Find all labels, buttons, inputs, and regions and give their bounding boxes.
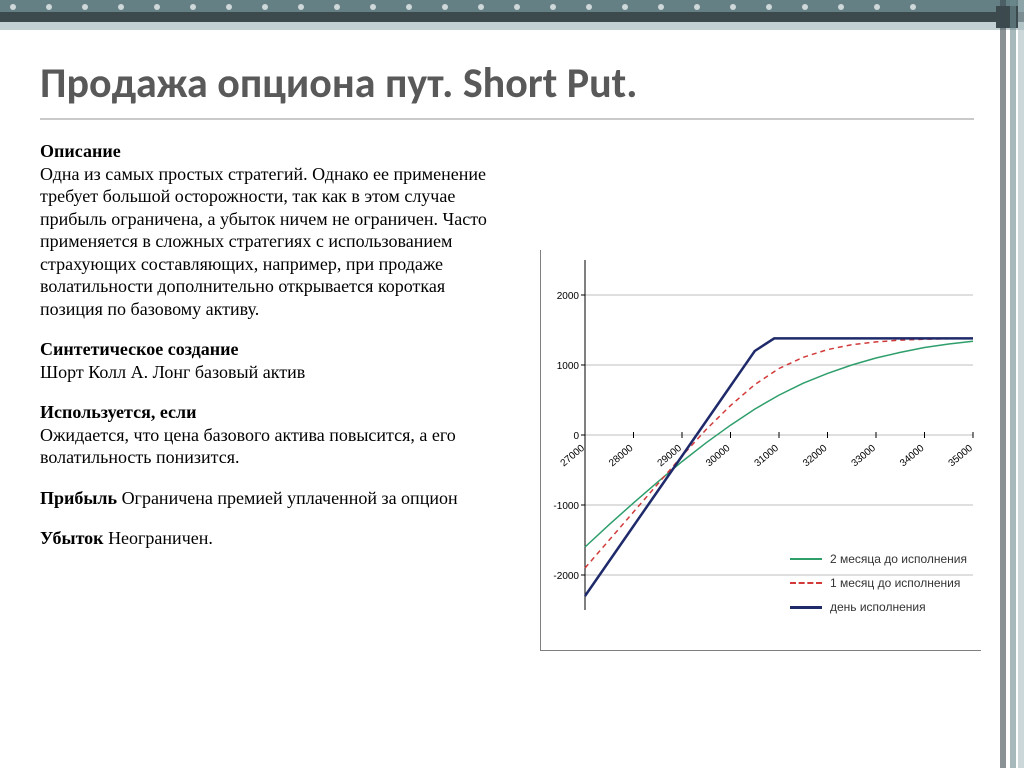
body-text: Описание Одна из самых простых стратегий… [40, 140, 500, 568]
chart-legend: 2 месяца до исполнения 1 месяц до исполн… [790, 542, 967, 624]
loss-heading: Убыток [40, 528, 104, 548]
svg-text:0: 0 [573, 431, 579, 442]
svg-text:29000: 29000 [656, 443, 685, 470]
title-rule [40, 118, 974, 120]
loss-text: Неограничен. [104, 528, 213, 548]
svg-text:1000: 1000 [557, 361, 580, 372]
desc-text: Одна из самых простых стратегий. Однако … [40, 164, 487, 319]
svg-text:-1000: -1000 [553, 501, 579, 512]
svg-text:32000: 32000 [801, 443, 830, 470]
payoff-chart: -2000 -1000 0 1000 2000 27000 28000 29000 30000 3… [540, 250, 981, 651]
top-border-decoration [0, 0, 1024, 38]
svg-text:28000: 28000 [607, 443, 636, 470]
svg-text:27000: 27000 [559, 443, 588, 470]
svg-text:31000: 31000 [753, 443, 782, 470]
legend-label: день исполнения [830, 600, 926, 614]
synth-heading: Синтетическое создание [40, 339, 239, 359]
svg-text:33000: 33000 [850, 443, 879, 470]
desc-heading: Описание [40, 141, 121, 161]
legend-item: день исполнения [790, 600, 967, 614]
profit-text: Ограничена премией уплаченной за опцион [117, 488, 458, 508]
use-text: Ожидается, что цена базового актива повы… [40, 425, 456, 468]
profit-heading: Прибыль [40, 488, 117, 508]
page-title: Продажа опциона пут. Short Put. [40, 58, 637, 109]
svg-text:-2000: -2000 [553, 571, 579, 582]
legend-label: 2 месяца до исполнения [830, 552, 967, 566]
right-border-decoration [990, 0, 1024, 768]
slide: Продажа опциона пут. Short Put. Описание… [0, 0, 1024, 768]
svg-text:34000: 34000 [898, 443, 927, 470]
svg-text:2000: 2000 [557, 291, 580, 302]
legend-item: 2 месяца до исполнения [790, 552, 967, 566]
legend-item: 1 месяц до исполнения [790, 576, 967, 590]
svg-text:35000: 35000 [947, 443, 976, 470]
legend-label: 1 месяц до исполнения [830, 576, 960, 590]
use-heading: Используется, если [40, 402, 197, 422]
synth-text: Шорт Колл А. Лонг базовый актив [40, 362, 305, 382]
svg-text:30000: 30000 [704, 443, 733, 470]
